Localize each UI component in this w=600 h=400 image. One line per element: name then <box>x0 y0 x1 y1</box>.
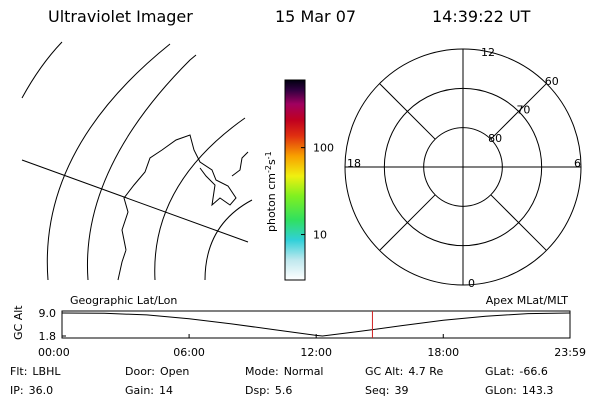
field-label: GC Alt: <box>365 365 403 378</box>
mlt-label: 6 <box>574 157 581 170</box>
axis-line <box>490 194 547 251</box>
lat-label: 60 <box>545 75 559 88</box>
title: Ultraviolet Imager <box>48 7 193 26</box>
lat-label: 80 <box>488 132 502 145</box>
map <box>21 41 253 281</box>
x-tick-label: 00:00 <box>38 346 70 359</box>
footer-field: GLon: 143.3 <box>485 384 553 397</box>
mlt-label: 12 <box>481 46 495 59</box>
colorbar-tick-label: 10 <box>313 229 327 242</box>
field-value: 36.0 <box>29 384 54 397</box>
field-label: GLon: <box>485 384 517 397</box>
footer-field: Door: Open <box>125 365 189 378</box>
y-tick-label: 9.0 <box>39 307 57 320</box>
alt-y-label: GC Alt <box>12 305 25 340</box>
altitude-plot: Geographic Lat/Lon Apex MLat/MLT GC Alt … <box>12 294 586 359</box>
x-tick-label: 18:00 <box>427 346 459 359</box>
x-tick-label: 23:59 <box>554 346 586 359</box>
footer-field: GC Alt: 4.7 Re <box>365 365 443 378</box>
axis-line <box>379 194 436 251</box>
field-label: GLat: <box>485 365 514 378</box>
field-value: 5.6 <box>275 384 293 397</box>
footer-field: Mode: Normal <box>245 365 324 378</box>
axis-line <box>490 83 547 140</box>
mlt-label: 18 <box>347 157 361 170</box>
field-label: Gain: <box>125 384 154 397</box>
lat-label: 70 <box>516 104 530 117</box>
x-tick-label: 06:00 <box>173 346 205 359</box>
x-tick-label: 12:00 <box>300 346 332 359</box>
colorbar: photon cm-2s-1 10 100 <box>264 79 334 281</box>
time: 14:39:22 UT <box>432 7 531 26</box>
footer-field: GLat: -66.6 <box>485 365 548 378</box>
mlt-label: 0 <box>468 277 475 290</box>
footer-field: IP: 36.0 <box>10 384 53 397</box>
field-value: Normal <box>284 365 324 378</box>
field-label: IP: <box>10 384 24 397</box>
colorbar-label: photon cm-2s-1 <box>264 151 278 232</box>
field-value: 143.3 <box>522 384 554 397</box>
field-label: Door: <box>125 365 155 378</box>
field-label: Mode: <box>245 365 279 378</box>
field-value: 14 <box>159 384 173 397</box>
alt-right-label: Apex MLat/MLT <box>486 294 569 307</box>
field-value: LBHL <box>32 365 61 378</box>
field-value: 39 <box>394 384 408 397</box>
date: 15 Mar 07 <box>275 7 356 26</box>
footer-field: Dsp: 5.6 <box>245 384 292 397</box>
colorbar-tick-label: 100 <box>313 142 334 155</box>
polar-plot: 12 18 6 0 80 70 60 <box>344 46 582 290</box>
field-value: -66.6 <box>519 365 547 378</box>
altitude-line <box>61 312 571 337</box>
footer-field: Seq: 39 <box>365 384 408 397</box>
field-label: Flt: <box>10 365 27 378</box>
axis-line <box>379 83 436 140</box>
field-label: Seq: <box>365 384 389 397</box>
field-label: Dsp: <box>245 384 270 397</box>
colorbar-scale <box>284 79 306 281</box>
field-value: Open <box>160 365 189 378</box>
y-tick-label: 1.8 <box>39 330 57 343</box>
footer-field: Gain: 14 <box>125 384 173 397</box>
field-value: 4.7 Re <box>408 365 443 378</box>
alt-left-label: Geographic Lat/Lon <box>70 294 177 307</box>
footer-field: Flt: LBHL <box>10 365 61 378</box>
footer: Flt: LBHL Door: Open Mode: Normal GC Alt: 4.7 R… <box>10 365 553 397</box>
